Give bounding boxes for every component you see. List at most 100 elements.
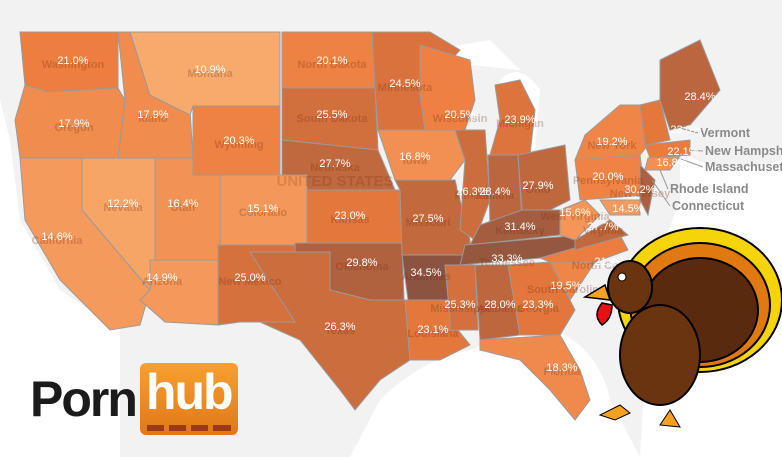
state-name-label: Georgia — [517, 303, 559, 315]
state-value-label: 20.3% — [223, 135, 254, 147]
state-texas[interactable] — [249, 251, 411, 411]
state-value-label: 31.4% — [504, 221, 535, 233]
state-value-label: 27.9% — [522, 180, 553, 192]
state-name-label: Pennsylvania — [573, 175, 644, 187]
logo-hub-text: hub — [145, 364, 234, 420]
state-name-label: Indiana — [476, 190, 515, 202]
callout-label: Rhode Island — [670, 182, 748, 196]
state-value-label: 27.5% — [412, 213, 443, 225]
state-value-label: 30.2% — [624, 184, 655, 196]
state-name-label: North Dakota — [297, 59, 367, 71]
state-west-virginia[interactable] — [559, 199, 601, 241]
state-florida[interactable] — [479, 334, 591, 421]
state-value-label: 17.9% — [58, 118, 89, 130]
state-value-label: 23.9% — [504, 114, 535, 126]
state-name-label: South Carolina — [527, 284, 606, 296]
state-value-label: 28.0% — [484, 299, 515, 311]
state-name-label: Louisiana — [407, 328, 459, 340]
turkey-illustration — [582, 227, 782, 428]
state-name-label: Illinois — [455, 190, 490, 202]
state-value-label: 26.3% — [456, 186, 487, 198]
state-name-label: Tennessee — [479, 257, 535, 269]
state-name-label: Oregon — [54, 122, 93, 134]
state-name-label: Colorado — [239, 207, 288, 219]
state-value-label: 20.5% — [444, 109, 475, 121]
logo-text-part2: hub — [139, 363, 238, 435]
callout-label: New Hampshire — [705, 144, 782, 158]
state-name-label: Mississippi — [430, 303, 489, 315]
state-new-jersey[interactable] — [639, 163, 656, 217]
state-value-label: 14.6% — [41, 231, 72, 243]
logo: Porn hub — [30, 363, 238, 435]
state-name-label: California — [32, 235, 84, 247]
state-value-label: 20.1% — [316, 55, 347, 67]
callout-label: Connecticut — [672, 199, 745, 213]
state-name-label: Alabama — [477, 303, 524, 315]
state-value-label: 28.4% — [684, 91, 715, 103]
state-name-label: Missouri — [405, 217, 450, 229]
callout-leader-line — [679, 127, 699, 134]
state-connecticut[interactable] — [644, 155, 682, 171]
state-name-label: Montana — [187, 68, 233, 80]
state-value-label: 16.8% — [656, 157, 687, 169]
state-name-label: Virginia — [583, 225, 624, 237]
state-value-label: 20.0% — [592, 171, 623, 183]
state-arizona[interactable] — [139, 259, 221, 326]
state-name-label: Ohio — [525, 184, 550, 196]
state-name-label: New Mexico — [219, 276, 282, 288]
state-name-label: Iowa — [403, 155, 428, 167]
state-value-label: 15.1% — [247, 203, 278, 215]
state-name-label: Nevada — [103, 202, 143, 214]
state-name-label: Florida — [544, 366, 582, 378]
state-maryland[interactable] — [599, 199, 641, 216]
callout-label: Vermont — [700, 126, 751, 140]
state-value-label: 16.4% — [167, 198, 198, 210]
state-name-label: Kansas — [330, 214, 369, 226]
state-value-label: 23.1% — [417, 324, 448, 336]
state-ohio[interactable] — [517, 144, 571, 216]
state-value-label: 23.0% — [334, 210, 365, 222]
callout-label: Massachusetts — [705, 160, 782, 174]
state-value-label: 17.9% — [137, 109, 168, 121]
state-value-label: 14.9% — [146, 272, 177, 284]
state-value-label: 25.0% — [234, 272, 265, 284]
callout-leader-line — [659, 169, 669, 190]
callout-leader-line — [651, 179, 671, 207]
state-value-label: 29.8% — [346, 257, 377, 269]
state-value-label: 23.0% — [670, 124, 701, 136]
state-value-label: 25.3% — [444, 299, 475, 311]
callout-leader-line — [684, 149, 704, 152]
state-value-label: 21.0% — [57, 55, 88, 67]
state-mississippi[interactable] — [444, 264, 479, 331]
state-name-label: Nebraska — [310, 162, 360, 174]
state-name-label: Oklahoma — [335, 261, 389, 273]
state-massachusetts[interactable] — [644, 139, 691, 159]
state-name-label: Wisconsin — [433, 113, 488, 125]
state-name-label: Utah — [171, 202, 196, 214]
state-name-label: Idaho — [138, 113, 168, 125]
state-value-label: 26.3% — [324, 321, 355, 333]
state-value-label: 14.5% — [612, 203, 643, 215]
state-value-label: 23.3% — [522, 299, 553, 311]
state-name-label: Arkansas — [401, 271, 451, 283]
state-value-label: 12.2% — [107, 198, 138, 210]
state-value-label: 16.8% — [399, 151, 430, 163]
state-value-label: 24.5% — [389, 78, 420, 90]
state-name-label: South Dakota — [297, 113, 369, 125]
state-value-label: 15.6% — [559, 207, 590, 219]
state-value-label: 18.3% — [546, 362, 577, 374]
state-vermont-new-hampshire[interactable] — [639, 99, 671, 146]
logo-bars — [146, 425, 231, 431]
state-value-label: 27.7% — [319, 158, 350, 170]
state-maine[interactable] — [659, 39, 721, 131]
logo-text-part1: Porn — [30, 371, 138, 427]
state-name-label: New York — [587, 140, 637, 152]
state-value-label: 28.4% — [479, 186, 510, 198]
state-name-label: Kentucky — [495, 225, 545, 237]
state-value-label: 27.7% — [587, 221, 618, 233]
state-virginia[interactable] — [574, 219, 630, 251]
country-label: UNITED STATES — [277, 173, 394, 190]
state-georgia[interactable] — [507, 261, 576, 336]
state-name-label: Arizona — [142, 276, 183, 288]
